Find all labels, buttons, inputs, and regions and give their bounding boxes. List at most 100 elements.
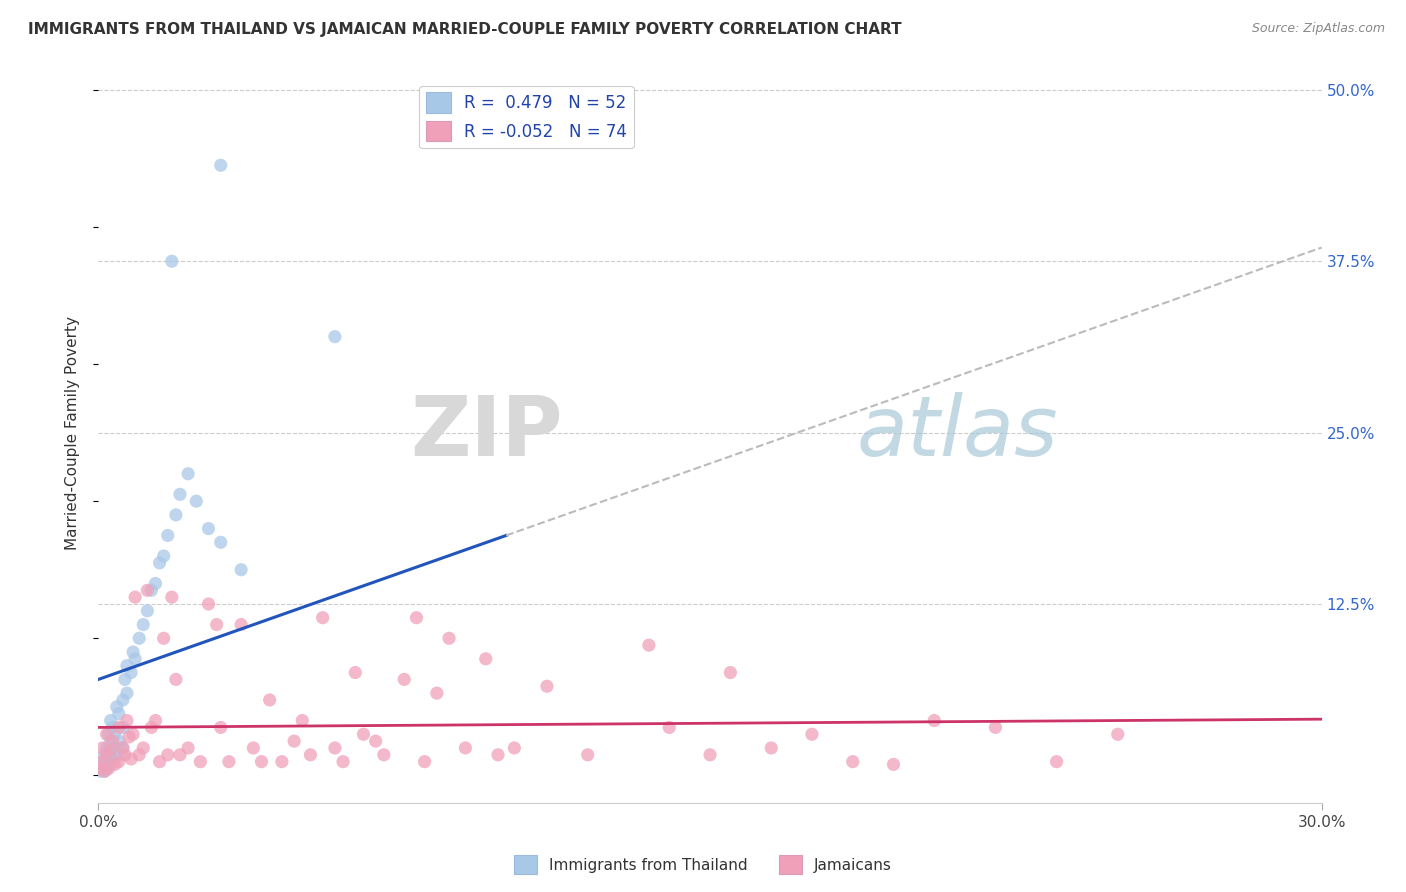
Point: [218, 755, 240, 769]
Point: [114, 747, 136, 762]
Point: [128, 747, 150, 762]
Point: [124, 590, 146, 604]
Point: [97, 762, 120, 776]
Point: [149, 755, 172, 769]
Point: [364, 734, 387, 748]
Point: [115, 714, 138, 728]
Point: [270, 755, 294, 769]
Point: [120, 752, 142, 766]
Point: [160, 590, 183, 604]
Point: [486, 747, 509, 762]
Point: [426, 686, 449, 700]
Point: [108, 755, 131, 769]
Point: [141, 720, 163, 734]
Point: [96, 747, 118, 762]
Point: [209, 720, 232, 734]
Point: [111, 720, 134, 734]
Y-axis label: Married-Couple Family Poverty: Married-Couple Family Poverty: [65, 316, 80, 549]
Point: [108, 747, 131, 762]
Point: [145, 576, 167, 591]
Point: [96, 757, 118, 772]
Point: [984, 720, 1007, 734]
Point: [136, 604, 159, 618]
Point: [503, 741, 526, 756]
Point: [111, 741, 134, 756]
Point: [323, 741, 346, 756]
Point: [392, 673, 416, 687]
Point: [97, 727, 120, 741]
Legend: Immigrants from Thailand, Jamaicans: Immigrants from Thailand, Jamaicans: [508, 849, 898, 880]
Point: [188, 755, 212, 769]
Point: [100, 744, 122, 758]
Point: [231, 563, 253, 577]
Point: [96, 741, 118, 756]
Point: [132, 741, 155, 756]
Point: [177, 467, 200, 481]
Point: [177, 741, 200, 756]
Point: [111, 741, 134, 756]
Point: [149, 556, 172, 570]
Point: [100, 757, 122, 772]
Point: [841, 755, 863, 769]
Point: [145, 714, 167, 728]
Point: [108, 720, 131, 734]
Point: [658, 720, 681, 734]
Point: [104, 757, 127, 772]
Point: [165, 508, 187, 522]
Point: [801, 727, 824, 741]
Point: [373, 747, 395, 762]
Point: [122, 727, 145, 741]
Point: [100, 752, 122, 766]
Point: [205, 617, 228, 632]
Point: [413, 755, 436, 769]
Point: [1107, 727, 1129, 741]
Point: [108, 706, 131, 721]
Point: [291, 714, 314, 728]
Point: [344, 665, 367, 680]
Point: [160, 254, 183, 268]
Point: [93, 764, 115, 779]
Point: [115, 658, 138, 673]
Point: [108, 734, 131, 748]
Point: [122, 645, 145, 659]
Point: [111, 693, 134, 707]
Point: [209, 535, 232, 549]
Text: Source: ZipAtlas.com: Source: ZipAtlas.com: [1251, 22, 1385, 36]
Point: [105, 699, 128, 714]
Point: [89, 762, 111, 776]
Point: [152, 632, 174, 646]
Point: [759, 741, 782, 756]
Point: [883, 757, 905, 772]
Point: [91, 755, 114, 769]
Point: [197, 522, 219, 536]
Point: [104, 727, 127, 741]
Point: [100, 714, 122, 728]
Point: [104, 747, 127, 762]
Point: [132, 617, 155, 632]
Point: [250, 755, 273, 769]
Point: [93, 764, 115, 779]
Point: [352, 727, 374, 741]
Point: [101, 741, 124, 756]
Legend: R =  0.479   N = 52, R = -0.052   N = 74: R = 0.479 N = 52, R = -0.052 N = 74: [419, 86, 634, 148]
Point: [96, 762, 118, 776]
Point: [720, 665, 742, 680]
Text: atlas: atlas: [856, 392, 1059, 473]
Point: [124, 652, 146, 666]
Text: IMMIGRANTS FROM THAILAND VS JAMAICAN MARRIED-COUPLE FAMILY POVERTY CORRELATION C: IMMIGRANTS FROM THAILAND VS JAMAICAN MAR…: [28, 22, 901, 37]
Point: [96, 727, 118, 741]
Point: [576, 747, 599, 762]
Point: [242, 741, 264, 756]
Point: [101, 734, 124, 748]
Point: [165, 673, 187, 687]
Point: [156, 747, 179, 762]
Point: [115, 686, 138, 700]
Point: [474, 652, 498, 666]
Point: [93, 747, 115, 762]
Point: [405, 611, 427, 625]
Point: [197, 597, 219, 611]
Point: [120, 665, 142, 680]
Point: [1045, 755, 1069, 769]
Point: [141, 583, 163, 598]
Point: [186, 494, 208, 508]
